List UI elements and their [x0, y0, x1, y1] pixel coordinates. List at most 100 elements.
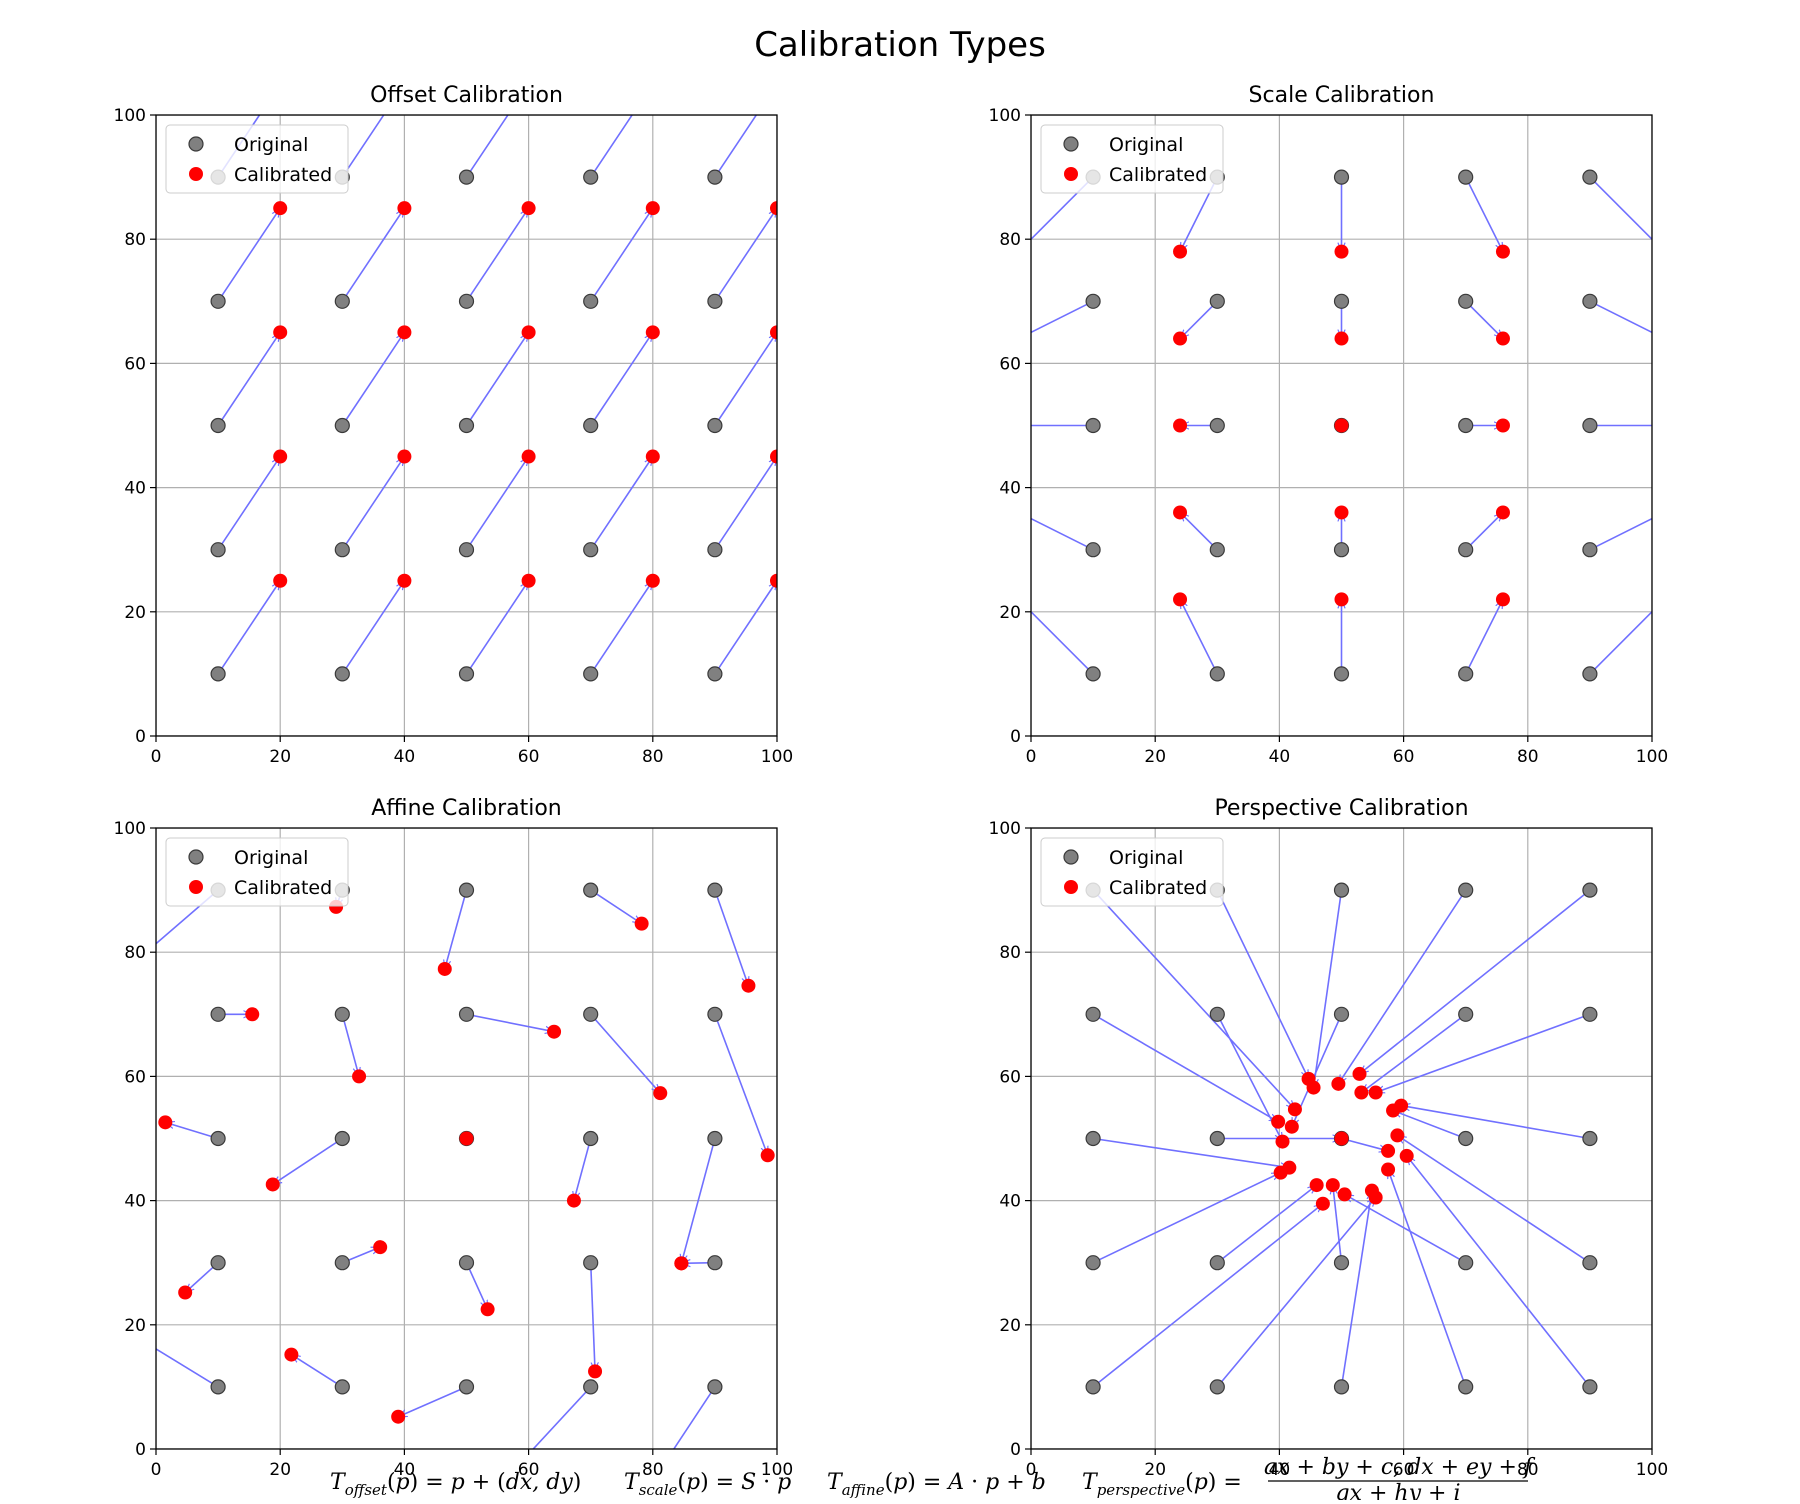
- calibrated-point: [459, 1131, 474, 1146]
- arrow: [1401, 1106, 1591, 1140]
- arrow: [1407, 1156, 1591, 1388]
- calibrated-point: [1381, 1143, 1396, 1158]
- x-tick-label: 80: [1517, 747, 1539, 767]
- calibrated-point: [1354, 1085, 1369, 1100]
- arrow: [1092, 889, 1295, 1109]
- calibrated-point: [645, 449, 660, 464]
- arrow: [1464, 599, 1504, 675]
- calibrated-point: [674, 1256, 689, 1271]
- arrow: [1589, 517, 1652, 551]
- calibrated-point: [265, 1177, 280, 1192]
- arrow: [156, 1348, 219, 1388]
- original-point: [1458, 417, 1474, 434]
- calibrated-point: [1334, 244, 1349, 259]
- legend-calibrated-marker: [189, 880, 203, 894]
- x-tick-label: 100: [1636, 1460, 1668, 1480]
- original-point: [1085, 666, 1101, 682]
- original-point: [707, 542, 723, 558]
- arrow: [217, 208, 280, 302]
- arrow: [1333, 1185, 1343, 1263]
- calibrated-point: [1657, 332, 1671, 346]
- arrow: [589, 1262, 595, 1372]
- calibrated-point: [1306, 1080, 1321, 1095]
- original-point: [1333, 882, 1350, 898]
- arrow: [1216, 889, 1310, 1079]
- calibrated-point: [1325, 1178, 1340, 1193]
- original-point: [334, 1379, 350, 1395]
- arrow: [1393, 1109, 1466, 1140]
- calibrated-point: [1657, 505, 1671, 519]
- y-tick-label: 0: [135, 727, 146, 747]
- arrow: [574, 1138, 592, 1201]
- calibrated-point: [397, 449, 412, 464]
- x-tick-label: 0: [151, 747, 162, 767]
- arrow: [1388, 1170, 1467, 1388]
- original-point: [583, 666, 599, 682]
- original-point: [458, 1255, 475, 1271]
- arrow: [398, 1386, 467, 1418]
- panel-title: Affine Calibration: [371, 796, 562, 821]
- points: [158, 882, 775, 1424]
- original-point: [210, 666, 226, 682]
- original-point: [1458, 293, 1474, 309]
- original-point: [458, 1379, 475, 1395]
- calibrated-point: [1012, 332, 1026, 346]
- legend-calibrated-marker: [1064, 880, 1078, 894]
- original-point: [1458, 1255, 1474, 1271]
- calibrated-point: [1495, 592, 1510, 607]
- panel-title: Offset Calibration: [370, 83, 563, 108]
- calibrated-point: [1337, 1187, 1352, 1202]
- calibrated-point: [1271, 1114, 1286, 1129]
- calibrated-point: [352, 1069, 367, 1084]
- points: [1085, 882, 1598, 1395]
- arrow: [465, 1262, 489, 1310]
- arrow: [465, 208, 529, 302]
- legend-calibrated-marker: [189, 167, 203, 181]
- original-point: [1458, 1379, 1474, 1395]
- calibrated-point: [1495, 505, 1510, 520]
- original-point: [1333, 1379, 1350, 1395]
- arrow: [1376, 1013, 1591, 1092]
- x-tick-label: 100: [1636, 747, 1668, 767]
- original-point: [1209, 1006, 1225, 1022]
- svg-text:Tscale(p) = S · p: Tscale(p) = S · p: [624, 1470, 791, 1499]
- calibrated-point: [397, 201, 412, 216]
- calibrated-point: [1495, 331, 1510, 346]
- axes-frame: [1030, 827, 1653, 1450]
- legend-box: [1040, 837, 1224, 907]
- svg-text:gx + hy + i: gx + hy + i: [1336, 1481, 1461, 1500]
- original-point: [1333, 293, 1350, 309]
- calibrated-point: [521, 201, 536, 216]
- arrow: [1589, 176, 1652, 241]
- legend: Original Calibrated: [165, 124, 349, 194]
- arrow: [1589, 300, 1652, 334]
- original-point: [1085, 1379, 1101, 1395]
- arrow: [1031, 610, 1094, 675]
- y-tick-label: 80: [999, 230, 1021, 250]
- original-point: [210, 542, 226, 558]
- arrow: [465, 332, 529, 426]
- original-point: [583, 293, 599, 309]
- original-point: [583, 417, 599, 434]
- grid: [1031, 115, 1652, 736]
- y-tick-label: 60: [999, 1067, 1021, 1087]
- legend-original-label: Original: [1109, 134, 1183, 156]
- original-point: [707, 1379, 723, 1395]
- calibrated-point: [1334, 331, 1349, 346]
- calibrated-point: [646, 77, 660, 91]
- y-tick-label: 100: [114, 819, 146, 839]
- calibrated-point: [480, 1302, 495, 1317]
- calibrated-point: [1331, 1076, 1346, 1091]
- legend-calibrated-marker: [1064, 167, 1078, 181]
- arrow: [532, 1386, 592, 1449]
- original-point: [1085, 1255, 1101, 1271]
- arrow: [714, 332, 777, 426]
- calibrated-point: [1390, 1128, 1405, 1143]
- original-point: [583, 882, 599, 898]
- legend-original-marker: [1063, 136, 1079, 152]
- calibrated-point: [521, 449, 536, 464]
- x-tick-label: 0: [1026, 1460, 1037, 1480]
- x-tick-label: 20: [1144, 1460, 1166, 1480]
- arrows: [217, 115, 777, 675]
- original-point: [1085, 293, 1101, 309]
